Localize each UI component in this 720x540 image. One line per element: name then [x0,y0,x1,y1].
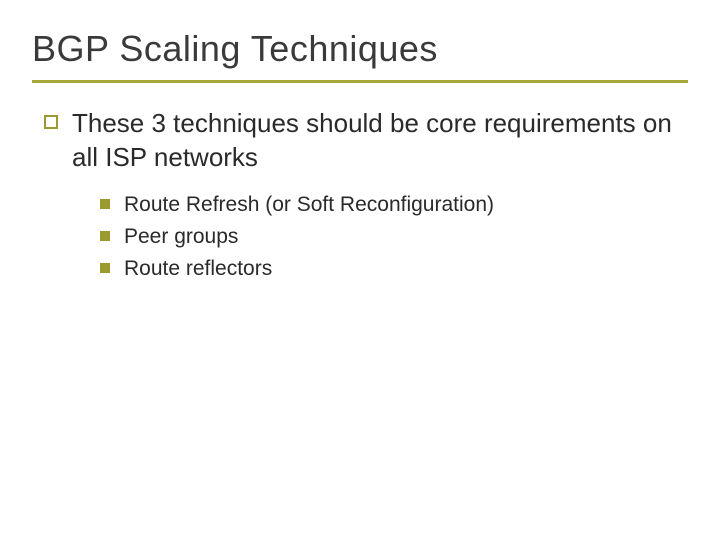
slide-container: BGP Scaling Techniques These 3 technique… [0,0,720,540]
filled-square-bullet-icon [100,199,110,209]
sub-item-text: Route reflectors [124,255,272,283]
sub-item-text: Route Refresh (or Soft Reconfiguration) [124,191,494,219]
main-point-text: These 3 techniques should be core requir… [72,107,688,175]
sub-bullet-list: Route Refresh (or Soft Reconfiguration) … [100,191,688,284]
filled-square-bullet-icon [100,263,110,273]
sub-item-text: Peer groups [124,223,238,251]
slide-content: These 3 techniques should be core requir… [32,107,688,284]
sub-bullet-row: Route Refresh (or Soft Reconfiguration) [100,191,688,219]
main-bullet-row: These 3 techniques should be core requir… [44,107,688,175]
sub-bullet-row: Peer groups [100,223,688,251]
filled-square-bullet-icon [100,231,110,241]
sub-bullet-row: Route reflectors [100,255,688,283]
outline-square-bullet-icon [44,115,58,129]
slide-title: BGP Scaling Techniques [32,28,688,83]
